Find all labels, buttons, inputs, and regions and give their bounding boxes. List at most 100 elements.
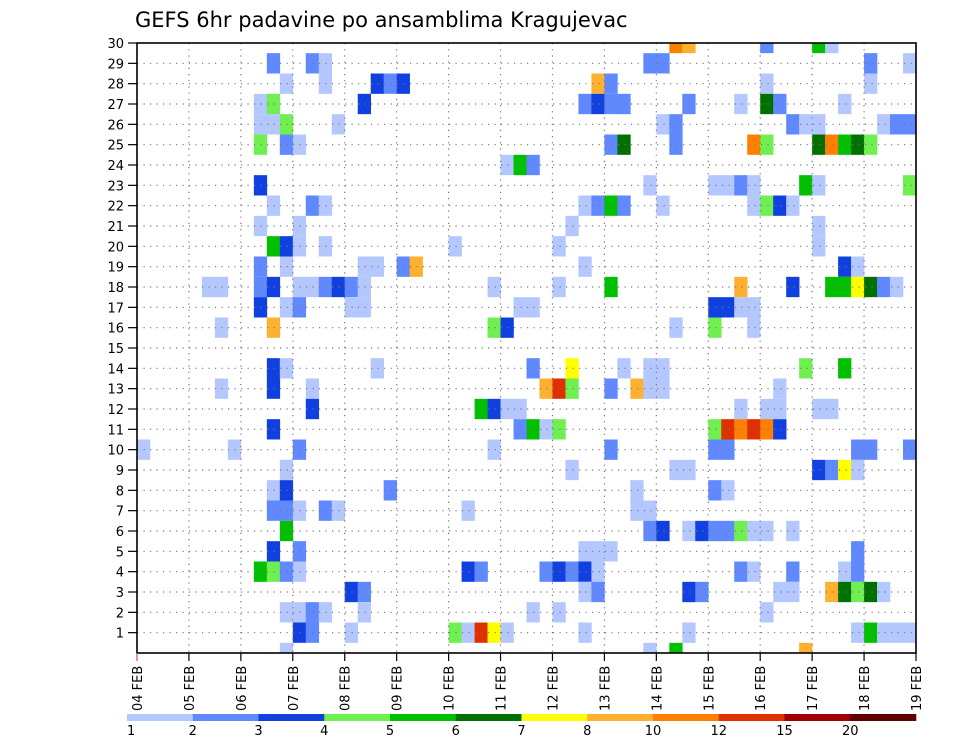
heatmap-cell [266,276,281,298]
heatmap-cell [292,602,307,623]
heatmap-cell [669,43,683,54]
heatmap-cell [773,378,787,399]
heatmap-cell [682,93,696,115]
heatmap-cell [461,622,475,643]
y-tick-label: 16 [107,322,124,337]
heatmap-cell [669,114,683,135]
heatmap-cell [331,276,346,298]
heatmap-cell [344,581,359,603]
colorbar-swatch [784,714,851,721]
heatmap-cell [890,276,904,298]
y-tick-label: 13 [107,383,124,398]
heatmap-cell [578,256,592,277]
y-tick-label: 22 [107,200,124,215]
heatmap-cell [643,175,657,196]
heatmap-cell [604,378,618,399]
heatmap-cell [565,561,579,582]
y-tick-label: 18 [107,281,124,296]
y-tick-label: 17 [107,301,124,316]
heatmap-cell [682,43,696,54]
heatmap-cell [708,297,722,318]
heatmap-cell [682,520,696,542]
heatmap-cell [799,175,813,196]
colorbar-legend: 1 2 3 4 5 6 7 8 10 12 15 20 [127,714,917,739]
heatmap-cell [903,53,917,74]
heatmap-cell [253,256,268,277]
heatmap-cell [591,195,605,216]
heatmap-cell [552,561,566,582]
y-tick-label: 28 [107,78,124,93]
heatmap-cell [721,175,735,196]
heatmap-cell [708,480,722,501]
heatmap-cell [747,175,761,196]
y-tick-label: 20 [107,240,124,255]
heatmap-cell [838,561,852,582]
heatmap-cell [266,236,281,257]
heatmap-cell [591,93,605,115]
heatmap-cell [266,378,281,399]
heatmap-cell [266,480,281,501]
heatmap-cell [357,602,371,623]
heatmap-cell [305,195,320,216]
colorbar-label: 2 [189,724,197,739]
heatmap-cell [747,419,761,440]
heatmap-cell [721,419,735,440]
heatmap-cell [812,43,826,54]
heatmap-cell [292,276,307,298]
heatmap-cell [812,134,826,155]
heatmap-cell [565,459,579,481]
y-tick-label: 10 [107,444,124,459]
heatmap-cell [695,520,709,542]
heatmap-cell [292,622,307,643]
heatmap-cell [487,317,501,338]
colorbar-label: 20 [842,724,859,739]
heatmap-cell [786,561,800,582]
heatmap-cell [279,459,294,481]
heatmap-cell [292,439,307,460]
heatmap-cell [708,520,722,542]
heatmap-cell [773,195,787,216]
heatmap-cell [552,276,566,298]
heatmap-cell [448,622,462,643]
heatmap-cell [825,43,839,54]
heatmap-cell [604,134,618,155]
heatmap-cell [617,358,631,379]
heatmap-cell [747,317,761,338]
heatmap-cell [578,195,592,216]
heatmap-cell [396,73,410,94]
heatmap-cell [851,459,865,481]
heatmap-cell [838,256,852,277]
heatmap-cell [253,134,268,155]
heatmap-cell [318,236,333,257]
x-axis: 04 FEB 05 FEB 06 FEB 07 FEB 08 FEB 09 FEB 10 F… [131,653,925,711]
colorbar-swatch [324,714,391,721]
heatmap-cell [292,134,307,155]
heatmap-cell [474,622,488,643]
heatmap-cell [474,398,488,420]
colorbar-swatch [192,714,259,721]
y-tick-label: 25 [107,139,124,154]
heatmap-cell [656,114,670,135]
heatmap-cell [721,480,735,501]
heatmap-cell [318,500,333,521]
heatmap-cell [357,276,371,298]
colorbar-swatch [718,714,785,721]
heatmap-cell [864,439,878,460]
x-tick-label: 14 FEB [650,666,665,711]
heatmap-cell [721,520,735,542]
heatmap-cell [292,236,307,257]
heatmap-cell [266,561,281,582]
y-tick-label: 19 [107,261,124,276]
x-tick-label: 17 FEB [806,666,821,711]
heatmap-cell [500,398,514,420]
heatmap-cell [669,642,683,653]
heatmap-cell [851,256,865,277]
heatmap-cell [344,276,359,298]
heatmap-cell [877,622,891,643]
heatmap-cell [526,419,540,440]
heatmap-cell [253,93,268,115]
heatmap-cell [734,520,748,542]
heatmap-cell [396,256,410,277]
x-tick-label: 10 FEB [443,666,458,711]
heatmap-cell [890,114,904,135]
